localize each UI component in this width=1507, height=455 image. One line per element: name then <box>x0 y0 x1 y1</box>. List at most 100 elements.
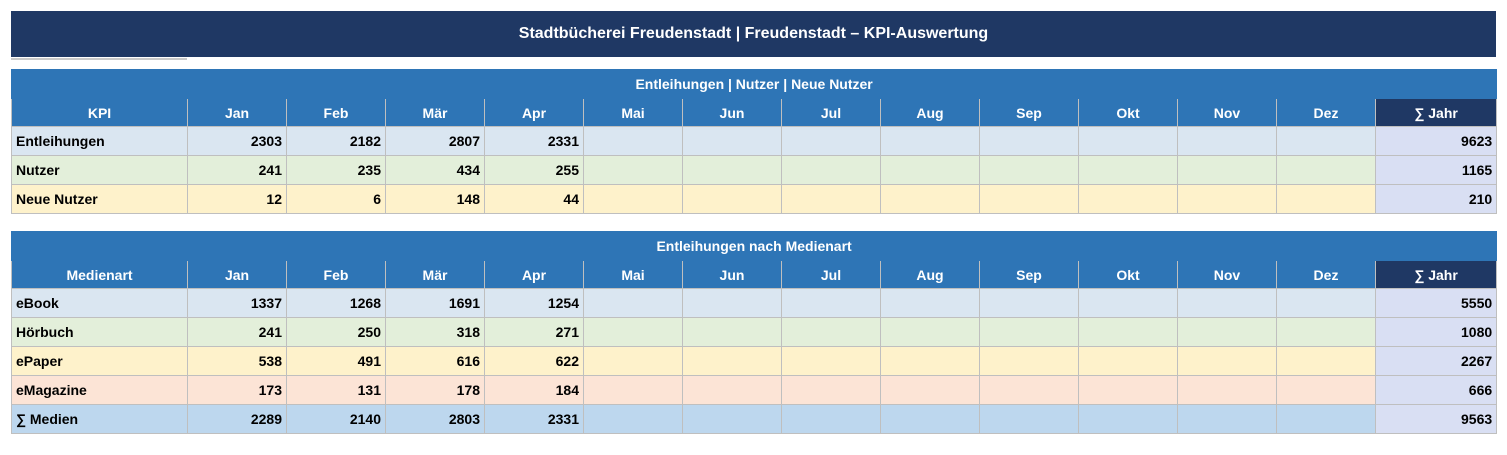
table-cell <box>979 155 1079 185</box>
table-cell <box>979 375 1079 405</box>
table-cell: 1268 <box>286 288 386 318</box>
table-cell <box>1078 184 1178 214</box>
row-label: ∑ Medien <box>11 404 188 434</box>
table-cell: 235 <box>286 155 386 185</box>
table-cell <box>682 184 782 214</box>
table-cell: 616 <box>385 346 485 376</box>
table-cell <box>1276 184 1376 214</box>
table-cell: 1337 <box>187 288 287 318</box>
media-type-table: Entleihungen nach Medienart Medienart Ja… <box>10 231 1498 434</box>
row-label: ePaper <box>11 346 188 376</box>
row-label: eBook <box>11 288 188 318</box>
table-cell <box>1276 317 1376 347</box>
year-sum-cell: 666 <box>1374 375 1498 405</box>
row-label: Hörbuch <box>11 317 188 347</box>
column-header-month: Aug <box>880 98 980 127</box>
table-cell <box>682 288 782 318</box>
table-cell <box>583 317 683 347</box>
table-row: eMagazine 173 131 178 184 666 <box>11 375 1498 405</box>
table-cell <box>979 317 1079 347</box>
table-cell <box>1177 317 1277 347</box>
table-cell <box>1078 346 1178 376</box>
table-cell: 2182 <box>286 126 386 156</box>
column-header-year-sum: ∑ Jahr <box>1374 98 1498 127</box>
table-cell: 241 <box>187 317 287 347</box>
table-cell <box>880 184 980 214</box>
table-cell: 131 <box>286 375 386 405</box>
table-cell <box>1078 155 1178 185</box>
table-cell <box>880 288 980 318</box>
table-cell <box>1078 317 1178 347</box>
table-cell <box>583 346 683 376</box>
table-cell: 148 <box>385 184 485 214</box>
table-cell <box>583 184 683 214</box>
section-title: Entleihungen | Nutzer | Neue Nutzer <box>10 69 1498 99</box>
year-sum-cell: 1080 <box>1374 317 1498 347</box>
table-cell <box>583 126 683 156</box>
table-cell <box>979 346 1079 376</box>
section-title: Entleihungen nach Medienart <box>10 231 1498 261</box>
year-sum-cell: 9623 <box>1374 126 1498 156</box>
table-cell <box>583 288 683 318</box>
column-header-medienart: Medienart <box>11 260 188 289</box>
table-cell: 2331 <box>484 126 584 156</box>
table-cell: 434 <box>385 155 485 185</box>
column-header-month: Feb <box>286 260 386 289</box>
table-cell <box>781 317 881 347</box>
table-cell <box>682 346 782 376</box>
column-header-kpi: KPI <box>11 98 188 127</box>
table-cell <box>1276 288 1376 318</box>
year-sum-cell: 5550 <box>1374 288 1498 318</box>
table-cell <box>979 184 1079 214</box>
table-cell: 250 <box>286 317 386 347</box>
table-cell <box>1276 155 1376 185</box>
table-cell: 2807 <box>385 126 485 156</box>
table-cell: 271 <box>484 317 584 347</box>
column-header-month: Okt <box>1078 98 1178 127</box>
table-cell: 12 <box>187 184 287 214</box>
table-cell: 2140 <box>286 404 386 434</box>
table-cell <box>1177 288 1277 318</box>
table-cell <box>979 126 1079 156</box>
column-header-month: Mär <box>385 98 485 127</box>
table-cell: 2289 <box>187 404 287 434</box>
table-cell <box>1078 288 1178 318</box>
column-header-month: Jan <box>187 260 287 289</box>
table-cell <box>880 317 980 347</box>
table-row: Nutzer 241 235 434 255 1165 <box>11 155 1498 185</box>
column-header-month: Jun <box>682 98 782 127</box>
column-header-month: Apr <box>484 260 584 289</box>
table-cell <box>979 288 1079 318</box>
column-header-year-sum: ∑ Jahr <box>1374 260 1498 289</box>
column-header-month: Nov <box>1177 98 1277 127</box>
table-cell <box>682 155 782 185</box>
table-cell <box>1276 375 1376 405</box>
table-cell <box>682 317 782 347</box>
table-cell <box>682 404 782 434</box>
table-cell <box>781 126 881 156</box>
table-cell <box>781 288 881 318</box>
table-cell <box>583 375 683 405</box>
table-cell: 178 <box>385 375 485 405</box>
column-header-month: Okt <box>1078 260 1178 289</box>
table-cell: 491 <box>286 346 386 376</box>
table-cell <box>1078 126 1178 156</box>
row-label: Nutzer <box>11 155 188 185</box>
table-cell <box>682 126 782 156</box>
table-cell <box>880 404 980 434</box>
column-header-month: Apr <box>484 98 584 127</box>
table-cell <box>1078 375 1178 405</box>
column-header-month: Mai <box>583 98 683 127</box>
table-cell <box>1276 404 1376 434</box>
table-cell: 241 <box>187 155 287 185</box>
year-sum-cell: 2267 <box>1374 346 1498 376</box>
table-cell <box>781 346 881 376</box>
table-cell: 1254 <box>484 288 584 318</box>
table-cell <box>781 155 881 185</box>
table-cell: 622 <box>484 346 584 376</box>
column-header-month: Jan <box>187 98 287 127</box>
table-cell <box>781 404 881 434</box>
table-cell <box>583 404 683 434</box>
column-header-month: Sep <box>979 98 1079 127</box>
